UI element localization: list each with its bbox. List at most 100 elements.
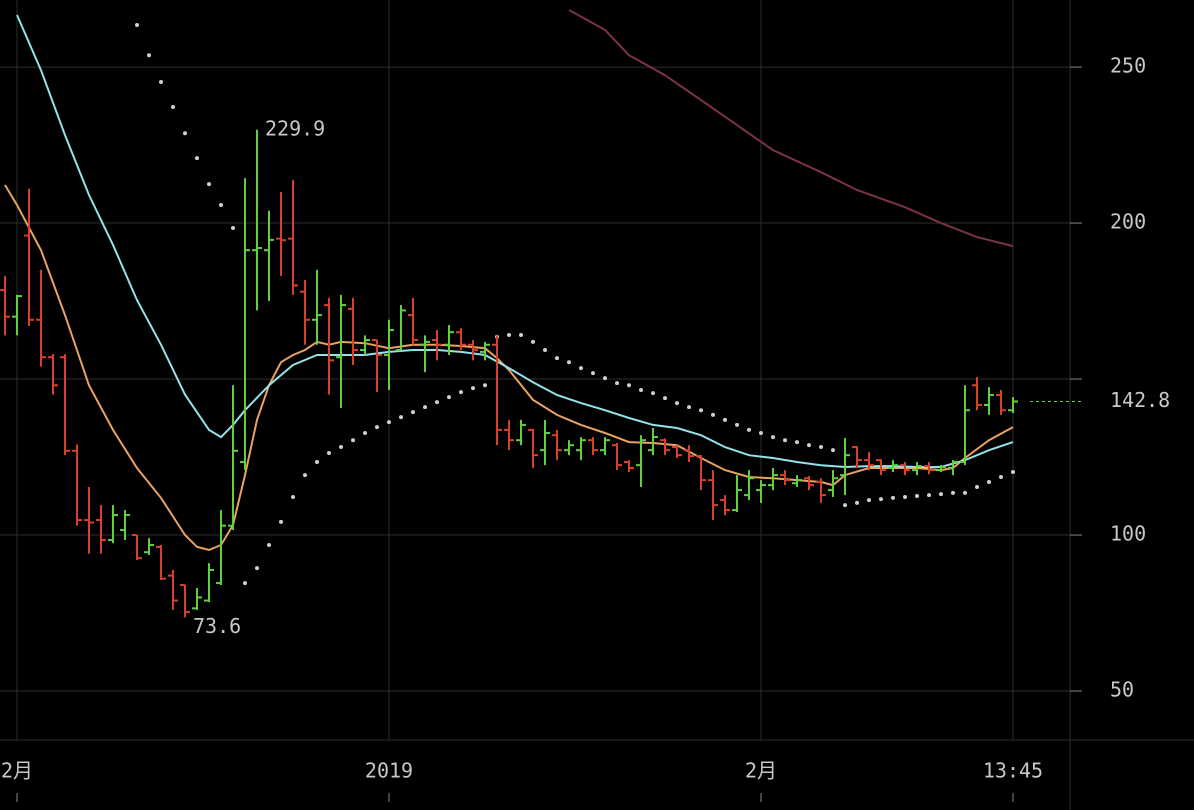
ohlc-bar	[600, 437, 611, 456]
ohlc-bar	[756, 480, 767, 503]
sar-dot	[243, 581, 248, 586]
ohlc-bar	[96, 505, 107, 554]
x-tick-label: 2月	[745, 759, 777, 783]
sar-dot	[291, 494, 296, 499]
ohlc-bar	[240, 178, 251, 471]
sar-dot	[903, 494, 908, 499]
ohlc-bar	[324, 297, 335, 395]
ohlc-bar	[732, 475, 743, 512]
ohlc-bar	[876, 459, 887, 476]
sar-dot	[783, 438, 788, 443]
ohlc-bar	[168, 569, 179, 610]
sar-dot	[891, 495, 896, 500]
ohlc-bar	[852, 446, 863, 468]
sar-dot	[999, 475, 1004, 480]
ohlc-bar	[720, 495, 731, 516]
y-tick-label: 100	[1110, 522, 1146, 546]
sar-dot	[135, 22, 140, 27]
sar-dot	[411, 410, 416, 415]
ohlc-bar	[936, 465, 947, 473]
ohlc-bar	[624, 460, 635, 473]
ohlc-bar	[564, 440, 575, 456]
x-tick-label: 2019	[365, 759, 413, 783]
ohlc-bar	[24, 188, 35, 327]
ohlc-bar	[276, 191, 287, 277]
x-tick-label: 13:45	[983, 759, 1043, 783]
ohlc-bar	[696, 455, 707, 491]
sar-dot	[963, 490, 968, 495]
sar-dot	[975, 484, 980, 489]
sar-dot	[843, 503, 848, 508]
sar-dot	[183, 131, 188, 136]
ohlc-bar	[216, 510, 227, 585]
ohlc-bar	[528, 428, 539, 468]
ohlc-bar	[960, 385, 971, 466]
sar-dot	[879, 497, 884, 502]
sar-dot	[987, 479, 992, 484]
ohlc-bar	[540, 419, 551, 466]
ohlc-bar	[204, 563, 215, 603]
ohlc-bar	[0, 276, 11, 336]
sar-dot	[255, 566, 260, 571]
sar-dot	[339, 445, 344, 450]
x-tick-label: 2月	[1, 759, 33, 783]
sar-dot	[651, 391, 656, 396]
ohlc-bar	[972, 377, 983, 411]
ohlc-bar	[468, 340, 479, 361]
sar-dot	[159, 80, 164, 85]
ohlc-bar	[888, 460, 899, 473]
ohlc-bar	[648, 428, 659, 456]
ohlc-bar	[708, 470, 719, 521]
sar-dot	[375, 425, 380, 430]
sar-dot	[351, 438, 356, 443]
ohlc-bar	[984, 387, 995, 415]
ohlc-bar	[120, 510, 131, 541]
ohlc-bar	[912, 462, 923, 476]
ohlc-bar	[264, 210, 275, 302]
ohlc-bar	[924, 462, 935, 475]
ohlc-bar	[432, 330, 443, 361]
sar-dot	[147, 53, 152, 58]
sar-dot	[387, 420, 392, 425]
sar-dot	[555, 356, 560, 361]
moving-average	[568, 9, 1014, 248]
ohlc-bar	[456, 328, 467, 351]
sar-dot	[219, 202, 224, 207]
ohlc-bar	[780, 470, 791, 486]
sar-dot	[627, 383, 632, 388]
ohlc-bar	[588, 437, 599, 456]
ohlc-bar	[684, 445, 695, 463]
ohlc-bar	[336, 294, 347, 409]
sar-dot	[807, 443, 812, 448]
ohlc-bar	[804, 476, 815, 491]
sar-dot	[663, 396, 668, 401]
ohlc-bar	[828, 470, 839, 497]
ohlc-bar	[504, 419, 515, 451]
ohlc-bar	[840, 438, 851, 496]
sar-dot	[939, 492, 944, 497]
ohlc-bar	[420, 335, 431, 373]
last-price-label: 142.8	[1110, 388, 1170, 412]
ohlc-bar	[576, 437, 587, 461]
sar-dot	[279, 519, 284, 524]
ohlc-bar	[768, 467, 779, 491]
ohlc-bar	[660, 438, 671, 456]
sar-dot	[567, 360, 572, 365]
ohlc-bar	[144, 538, 155, 555]
sar-dot	[771, 435, 776, 440]
ohlc-bar	[372, 339, 383, 393]
y-tick-label: 250	[1110, 54, 1146, 78]
ohlc-bar	[672, 445, 683, 458]
sar-dot	[231, 226, 236, 231]
ohlc-bar	[516, 419, 527, 446]
ohlc-bar	[636, 435, 647, 487]
ohlc-bar	[444, 325, 455, 356]
sar-dot	[615, 381, 620, 386]
sar-dot	[435, 400, 440, 405]
ohlc-bar	[72, 444, 83, 526]
sar-dot	[207, 182, 212, 187]
sar-dot	[819, 445, 824, 450]
ohlc-bar	[792, 475, 803, 487]
